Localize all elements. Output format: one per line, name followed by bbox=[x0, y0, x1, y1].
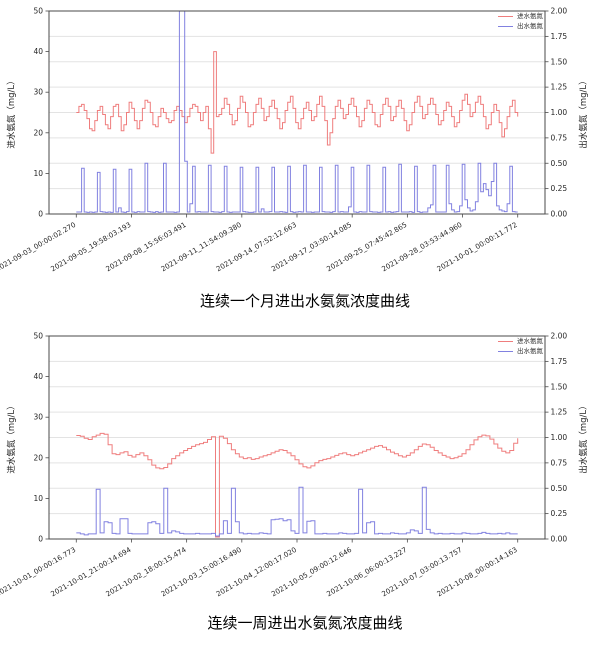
y2-axis-tick-label: 0.25 bbox=[551, 509, 568, 518]
y-axis-tick-label: 0 bbox=[38, 535, 43, 544]
series-group bbox=[76, 11, 519, 213]
y2-axis-tick-label: 0.00 bbox=[551, 210, 568, 219]
influent-series-line bbox=[76, 432, 519, 538]
week-chart-caption: 连续一周进出水氨氮浓度曲线 bbox=[207, 614, 403, 632]
y-axis-tick-label: 30 bbox=[33, 88, 43, 97]
y2-axis-tick-label: 1.25 bbox=[551, 408, 568, 417]
legend-label-effluent: 出水氨氮 bbox=[517, 347, 543, 355]
y-axis-tick-label: 50 bbox=[33, 7, 43, 16]
right-axis-title: 出水氨氮（mg/L） bbox=[578, 76, 589, 148]
legend-item-influent: 进水氨氮 bbox=[498, 12, 543, 20]
legend-item-influent: 进水氨氮 bbox=[498, 337, 543, 345]
month-chart-legend: 进水氨氮 出水氨氮 bbox=[498, 12, 543, 30]
y2-axis-tick-label: 1.75 bbox=[551, 357, 568, 366]
month-chart-canvas: 0 10 20 30 40 50 0.00 0.25 0.50 0.75 1.00 1.25 1.50 1… bbox=[0, 7, 589, 274]
y-axis-tick-label: 30 bbox=[33, 413, 43, 422]
y2-axis-tick-label: 1.75 bbox=[551, 32, 568, 41]
right-axis-title: 出水氨氮（mg/L） bbox=[578, 401, 589, 473]
series-group bbox=[76, 432, 519, 538]
legend-label-effluent: 出水氨氮 bbox=[517, 22, 543, 30]
legend-item-effluent: 出水氨氮 bbox=[498, 347, 543, 355]
left-axis-title: 进水氨氮（mg/L） bbox=[6, 76, 17, 148]
effluent-series-line bbox=[76, 11, 518, 213]
y2-axis-tick-label: 0.75 bbox=[551, 458, 568, 467]
y2-axis-tick-label: 0.00 bbox=[551, 535, 568, 544]
month-chart: 0 10 20 30 40 50 0.00 0.25 0.50 0.75 1.00 1.25 1.50 1… bbox=[0, 0, 610, 290]
y2-axis-tick-label: 1.00 bbox=[551, 108, 568, 117]
week-chart-legend: 进水氨氮 出水氨氮 bbox=[498, 337, 543, 355]
influent-line-swatch-icon bbox=[498, 340, 513, 342]
y-axis-tick-label: 20 bbox=[33, 128, 43, 137]
y2-axis-tick-label: 0.25 bbox=[551, 184, 568, 193]
month-chart-caption: 连续一个月进出水氨氮浓度曲线 bbox=[199, 292, 410, 310]
y-axis-tick-label: 10 bbox=[33, 169, 43, 178]
y2-axis-tick-label: 0.75 bbox=[551, 133, 568, 142]
y2-axis-tick-label: 2.00 bbox=[551, 7, 568, 16]
week-chart: 0 10 20 30 40 50 0.00 0.25 0.50 0.75 1.00 1.25 1.50 1… bbox=[0, 325, 610, 615]
y2-axis-tick-label: 1.00 bbox=[551, 433, 568, 442]
y2-axis-tick-label: 1.50 bbox=[551, 382, 568, 391]
y-axis-tick-label: 0 bbox=[38, 210, 43, 219]
left-axis-title: 进水氨氮（mg/L） bbox=[6, 401, 17, 473]
y2-axis-tick-label: 2.00 bbox=[551, 332, 568, 341]
y2-axis-tick-label: 0.50 bbox=[551, 484, 568, 493]
y-axis-tick-label: 20 bbox=[33, 453, 43, 462]
legend-item-effluent: 出水氨氮 bbox=[498, 22, 543, 30]
y2-axis-tick-label: 1.50 bbox=[551, 57, 568, 66]
influent-series-line bbox=[76, 51, 519, 154]
legend-label-influent: 进水氨氮 bbox=[517, 337, 543, 345]
y2-axis-tick-label: 1.25 bbox=[551, 83, 568, 92]
effluent-series-line bbox=[76, 486, 518, 537]
y-axis-tick-label: 40 bbox=[33, 372, 43, 381]
y-axis-tick-label: 10 bbox=[33, 494, 43, 503]
effluent-line-swatch-icon bbox=[498, 25, 513, 27]
y-axis-tick-label: 40 bbox=[33, 47, 43, 56]
legend-label-influent: 进水氨氮 bbox=[517, 12, 543, 20]
week-chart-canvas: 0 10 20 30 40 50 0.00 0.25 0.50 0.75 1.00 1.25 1.50 1… bbox=[0, 332, 589, 599]
influent-line-swatch-icon bbox=[498, 15, 513, 17]
y2-axis-tick-label: 0.50 bbox=[551, 159, 568, 168]
effluent-line-swatch-icon bbox=[498, 350, 513, 352]
y-axis-tick-label: 50 bbox=[33, 332, 43, 341]
